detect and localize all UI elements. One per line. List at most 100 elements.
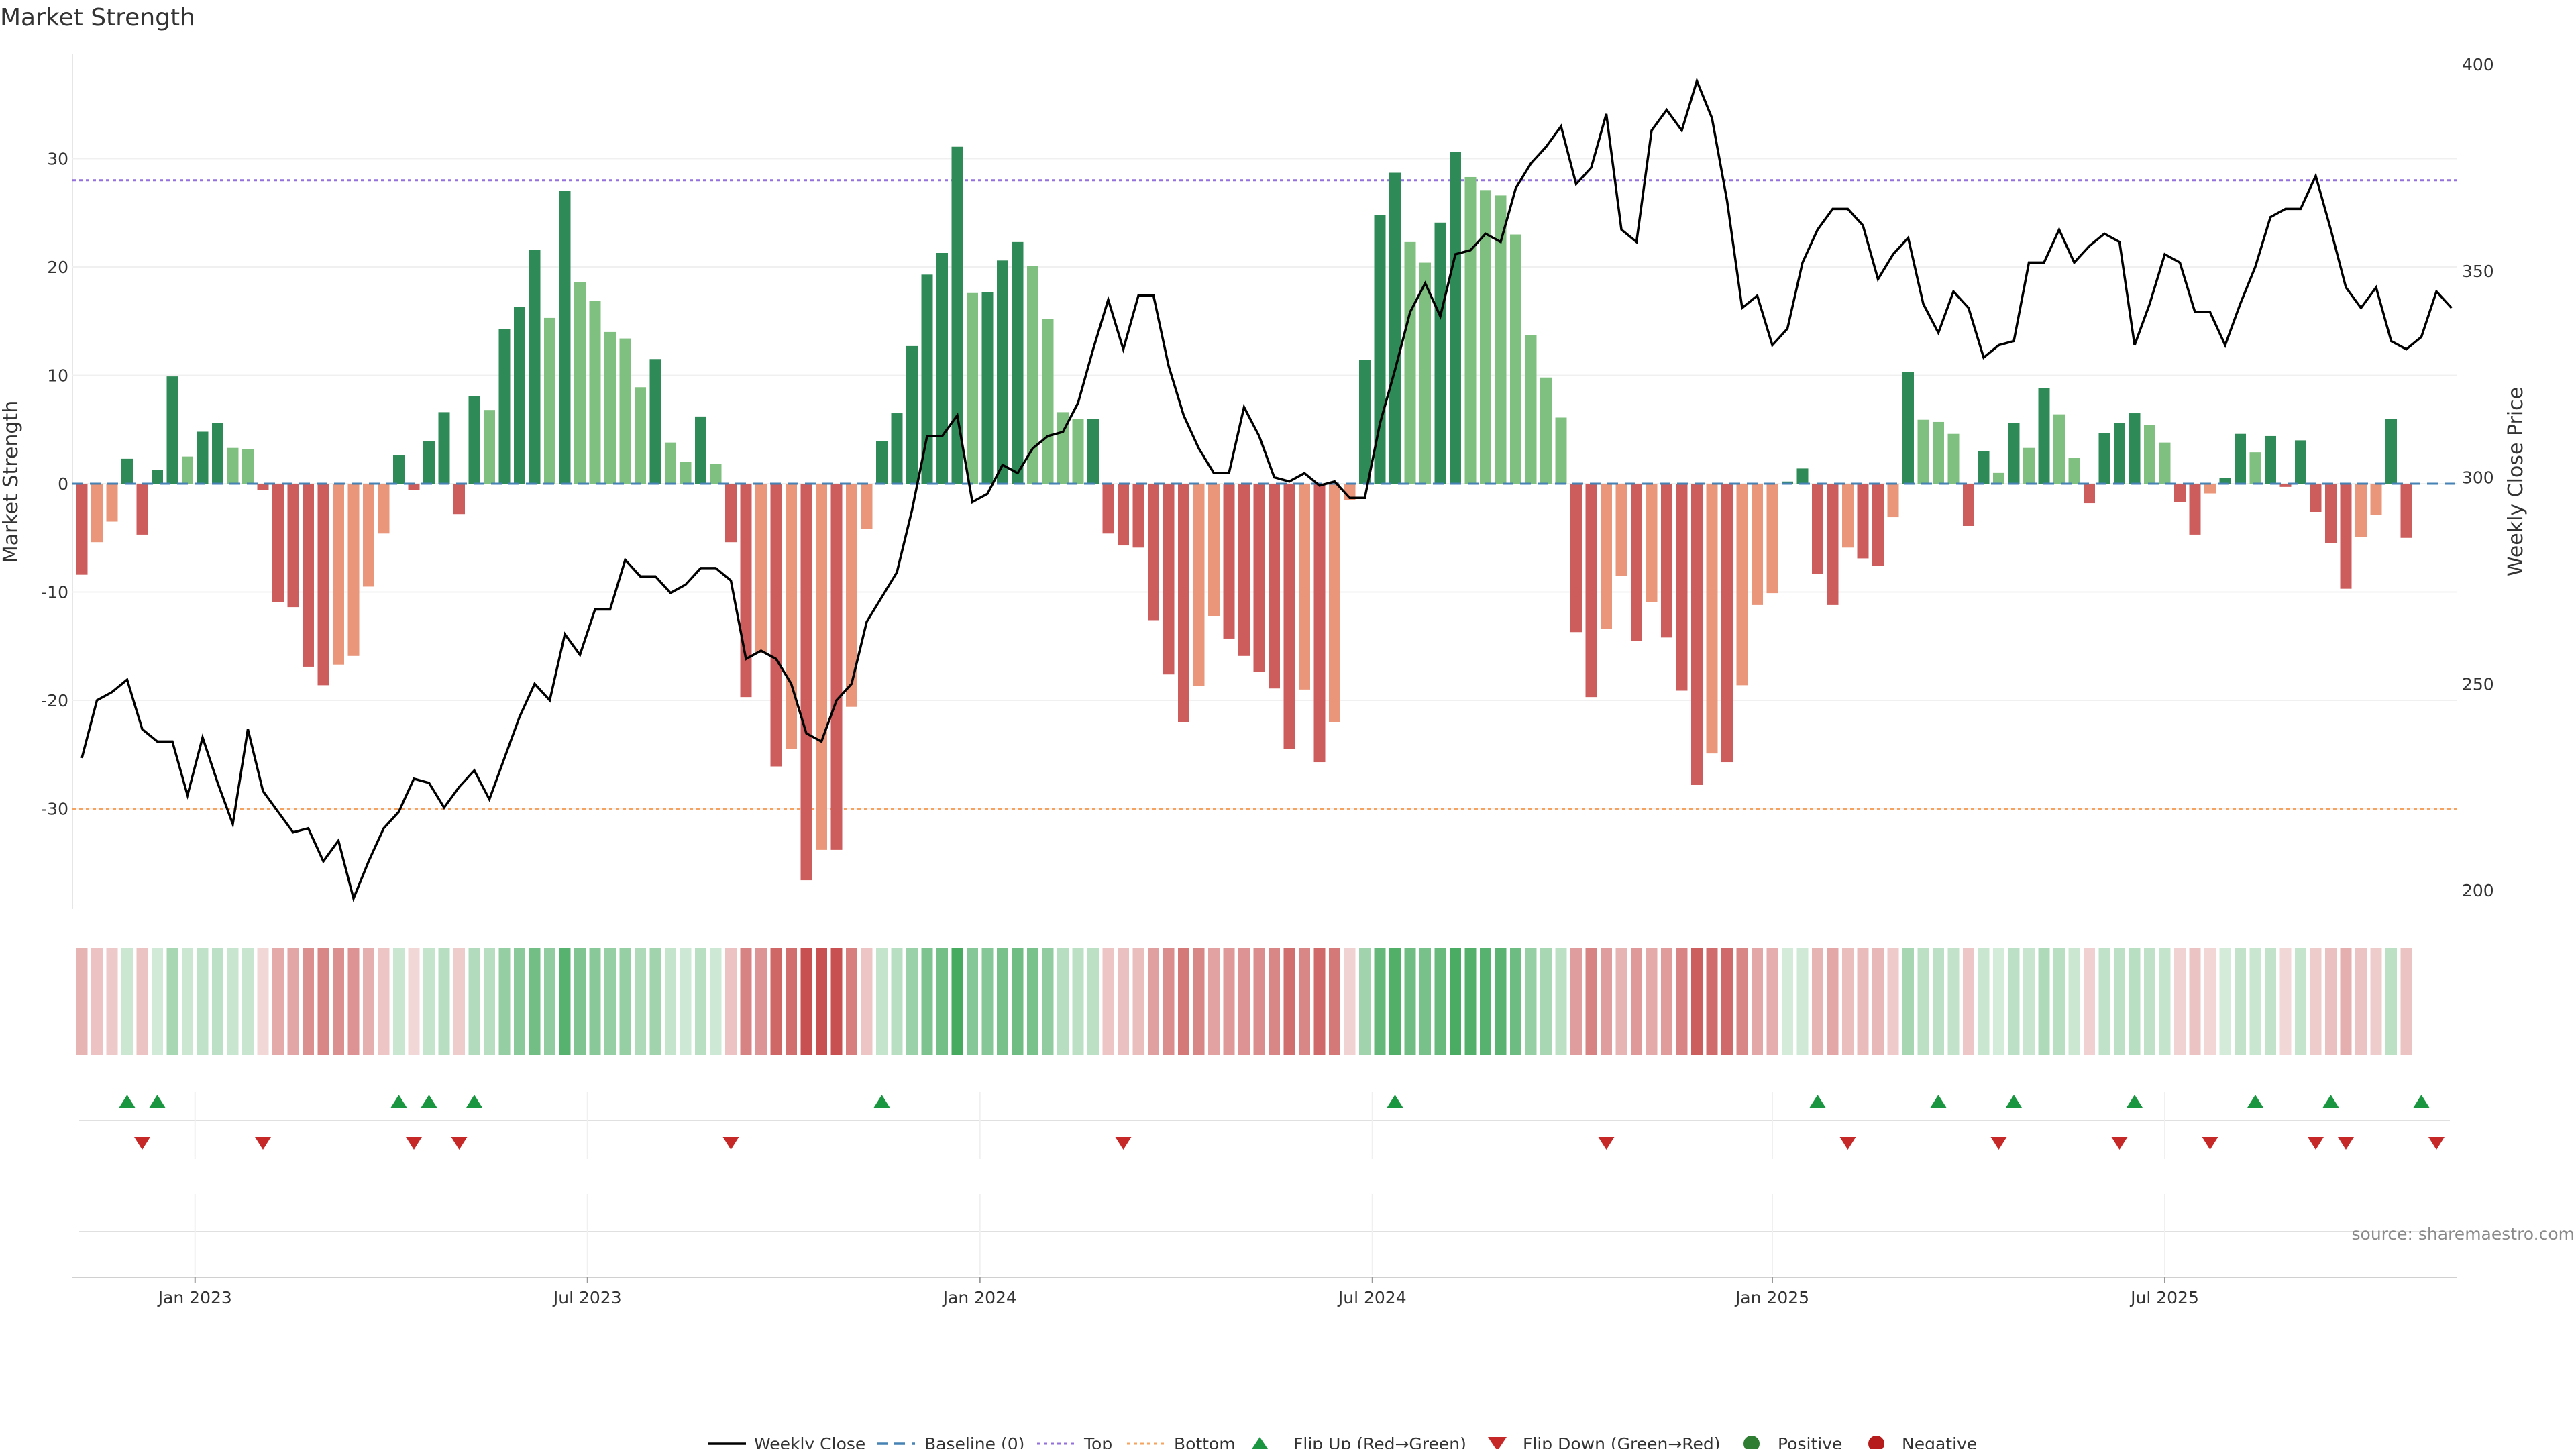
left-tick-label: -20	[41, 691, 68, 710]
x-tick-label: Jul 2024	[1337, 1288, 1407, 1307]
right-y-ticks: 400 350 300 250 200	[2462, 55, 2494, 900]
strength-bar	[1963, 484, 1974, 526]
strength-bar	[227, 447, 239, 484]
heat-cell	[2189, 948, 2201, 1055]
flip-up-marker	[2247, 1095, 2263, 1108]
strength-bar	[1933, 421, 1944, 484]
strength-bar	[1118, 484, 1129, 546]
heat-cell	[498, 948, 511, 1055]
strength-bar	[665, 442, 676, 484]
flip-up-marker	[466, 1095, 482, 1108]
heat-cell	[1525, 948, 1537, 1055]
strength-bar	[1993, 472, 2004, 484]
heat-cell	[438, 948, 450, 1055]
flip-up-marker	[149, 1095, 166, 1108]
strength-bar	[242, 449, 254, 484]
strength-bar	[710, 464, 722, 484]
source-credit: source: sharemaestro.com	[2352, 1224, 2575, 1244]
strength-bar	[906, 345, 918, 484]
heat-cell	[91, 948, 103, 1055]
flip-down-marker	[1115, 1137, 1132, 1150]
heat-cell	[1782, 948, 1793, 1055]
strength-bar	[967, 292, 978, 484]
heat-cell	[1102, 948, 1114, 1055]
strength-bar	[800, 484, 812, 881]
heat-cell	[2144, 948, 2155, 1055]
strength-bar	[1691, 484, 1703, 785]
strength-bar	[1585, 484, 1597, 698]
heat-cell	[1842, 948, 1854, 1055]
flip-up-marker	[2006, 1095, 2022, 1108]
heat-cell	[695, 948, 706, 1055]
legend-label-flip-down: Flip Down (Green→Red)	[1523, 1434, 1721, 1449]
flip-markers-panel	[79, 1092, 2450, 1159]
heat-cell	[1933, 948, 1944, 1055]
strength-bar	[1163, 484, 1175, 675]
heat-cell	[1480, 948, 1491, 1055]
strength-bar	[317, 484, 329, 686]
heat-cell	[1766, 948, 1778, 1055]
strength-bar	[1676, 484, 1688, 691]
strength-bar	[303, 484, 314, 667]
heat-cell	[1223, 948, 1235, 1055]
strength-bar	[1947, 433, 1960, 484]
legend-label-top: Top	[1083, 1434, 1112, 1449]
strength-bar	[91, 484, 103, 543]
left-tick-label: 30	[47, 150, 68, 169]
heat-cell	[1676, 948, 1688, 1055]
strength-bar	[1072, 419, 1084, 484]
heat-cell	[287, 948, 299, 1055]
heat-cell	[1872, 948, 1884, 1055]
heat-cell	[649, 948, 661, 1055]
flip-down-marker	[2111, 1137, 2128, 1150]
heat-cell	[1721, 948, 1733, 1055]
heat-cell	[1087, 948, 1099, 1055]
strength-bar	[921, 274, 933, 484]
strength-bar	[649, 359, 661, 484]
strength-bar	[2235, 433, 2246, 484]
main-panel: 30 20 10 0 -10 -20 -30 400 350 300 250 200 Market …	[0, 54, 2528, 909]
heat-cell	[106, 948, 118, 1055]
strength-bar	[1450, 152, 1461, 484]
heat-cell	[1495, 948, 1507, 1055]
legend-label-positive: Positive	[1778, 1434, 1842, 1449]
strength-bar	[1540, 377, 1552, 484]
heat-cell	[1374, 948, 1386, 1055]
strength-bar	[574, 282, 586, 484]
heat-cell	[1555, 948, 1567, 1055]
strength-bar	[1661, 484, 1672, 638]
flip-markers	[119, 1095, 2445, 1150]
strength-bar	[1132, 484, 1144, 548]
strength-bar	[2340, 484, 2352, 589]
heat-cell	[981, 948, 994, 1055]
strength-bar	[2310, 484, 2322, 512]
strength-bar	[1329, 484, 1340, 722]
flip-down-marker	[2202, 1137, 2218, 1150]
heat-cell	[2219, 948, 2231, 1055]
strength-bar	[635, 387, 646, 484]
strength-bar	[2370, 484, 2382, 515]
legend-item-flip-down: Flip Down (Green→Red)	[1488, 1434, 1721, 1449]
strength-bar	[830, 484, 843, 850]
x-tick-label: Jan 2023	[157, 1288, 232, 1307]
strength-bar	[106, 484, 118, 522]
right-axis-label: Weekly Close Price	[2504, 387, 2528, 576]
strength-bar	[498, 329, 511, 484]
strength-bar	[846, 484, 857, 707]
strength-bar	[2279, 484, 2292, 487]
strength-bar	[619, 338, 631, 484]
heat-cell	[1359, 948, 1371, 1055]
heat-cell	[514, 948, 525, 1055]
weekly-close-line	[80, 77, 2453, 902]
strength-bar	[680, 462, 692, 484]
strength-bar	[1283, 484, 1295, 749]
legend-item-flip-up: Flip Up (Red→Green)	[1252, 1434, 1466, 1449]
heat-cell	[951, 948, 963, 1055]
strength-bar	[2159, 442, 2171, 484]
heat-cell	[1404, 948, 1416, 1055]
heat-cell	[2370, 948, 2382, 1055]
heat-cell	[182, 948, 193, 1055]
strength-bar	[2114, 423, 2125, 484]
x-tick-label: Jul 2023	[552, 1288, 622, 1307]
